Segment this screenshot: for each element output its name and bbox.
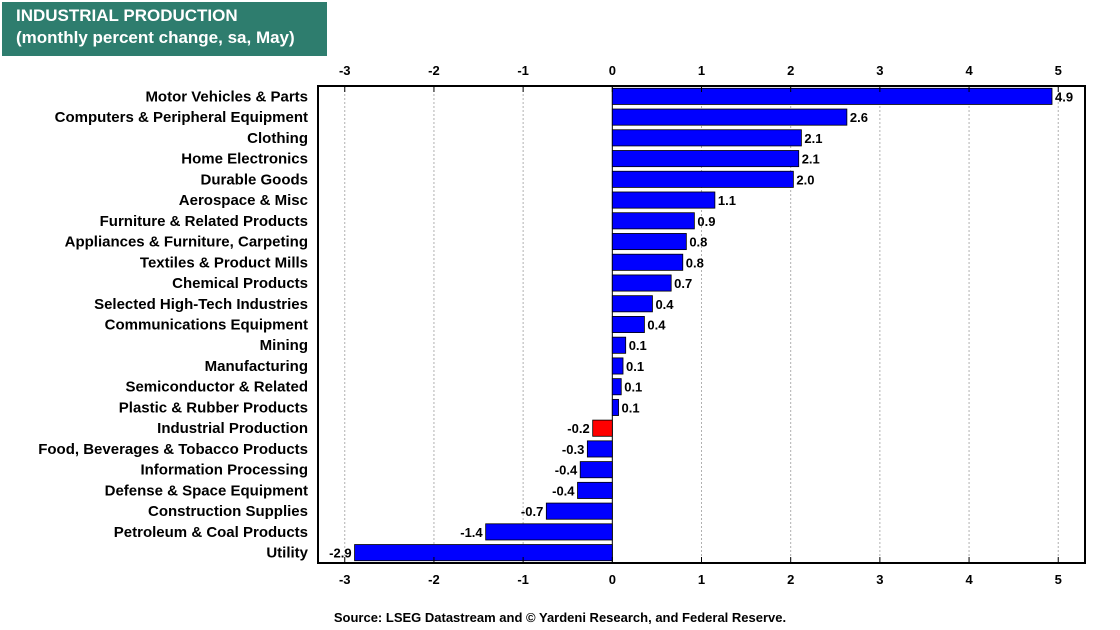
data-label: -0.2 xyxy=(567,421,589,436)
x-tick-label-top: 0 xyxy=(609,63,616,78)
category-label: Semiconductor & Related xyxy=(125,379,308,396)
bar xyxy=(611,150,800,168)
x-tick-label-top: -3 xyxy=(339,63,351,78)
x-tick-label-top: -1 xyxy=(517,63,529,78)
category-label: Petroleum & Coal Products xyxy=(114,524,308,541)
bar-series: 4.92.62.12.12.01.10.90.80.80.70.40.40.10… xyxy=(329,87,1073,562)
axis-ticks: -3 -3 -2 -2 -1 -1 0 0 1 1 2 2 3 3 4 4 5 5 xyxy=(339,63,1062,587)
bar xyxy=(611,295,653,313)
x-tick-label-bottom: 4 xyxy=(965,572,973,587)
bar xyxy=(592,419,613,437)
data-label: 0.4 xyxy=(655,297,674,312)
category-label: Furniture & Related Products xyxy=(100,213,308,230)
data-label: 2.0 xyxy=(796,172,814,187)
x-tick-label-top: 1 xyxy=(698,63,705,78)
bar xyxy=(577,481,613,499)
x-tick-label-bottom: -2 xyxy=(428,572,440,587)
bar xyxy=(611,253,684,271)
data-label: 2.1 xyxy=(804,131,822,146)
data-label: 0.8 xyxy=(689,235,707,250)
category-label: Clothing xyxy=(247,130,308,147)
data-label: -0.7 xyxy=(521,504,543,519)
bar xyxy=(611,274,672,292)
bar-chart: 4.92.62.12.12.01.10.90.80.80.70.40.40.10… xyxy=(38,63,1086,587)
category-label: Plastic & Rubber Products xyxy=(119,399,308,416)
bar xyxy=(611,233,687,251)
x-tick-label-top: -2 xyxy=(428,63,440,78)
category-label: Defense & Space Equipment xyxy=(105,482,308,499)
x-tick-label-bottom: 1 xyxy=(698,572,705,587)
x-tick-label-top: 4 xyxy=(965,63,973,78)
data-label: 0.1 xyxy=(622,400,640,415)
category-label: Home Electronics xyxy=(181,151,308,168)
data-label: 0.1 xyxy=(626,359,644,374)
data-label: -2.9 xyxy=(329,546,351,561)
bar xyxy=(611,170,794,188)
source-note: Source: LSEG Datastream and © Yardeni Re… xyxy=(333,610,787,625)
x-tick-label-bottom: 0 xyxy=(609,572,616,587)
data-label: 0.4 xyxy=(647,318,666,333)
category-label: Communications Equipment xyxy=(105,317,308,334)
data-label: 4.9 xyxy=(1055,89,1073,104)
category-label: Textiles & Product Mills xyxy=(140,254,308,271)
data-label: -0.4 xyxy=(555,463,578,478)
category-label: Aerospace & Misc xyxy=(179,192,308,209)
bar xyxy=(579,461,613,479)
x-tick-label-bottom: -3 xyxy=(339,572,351,587)
category-label: Chemical Products xyxy=(172,275,308,292)
bar xyxy=(485,523,613,541)
category-label: Construction Supplies xyxy=(148,503,308,520)
data-label: 0.1 xyxy=(629,338,647,353)
x-tick-label-bottom: 5 xyxy=(1055,572,1062,587)
bar xyxy=(545,502,613,520)
bar xyxy=(611,191,716,209)
bar xyxy=(611,336,627,354)
data-label: 0.7 xyxy=(674,276,692,291)
bar xyxy=(586,440,613,458)
bar xyxy=(611,212,695,230)
x-tick-label-top: 2 xyxy=(787,63,794,78)
x-tick-label-bottom: 3 xyxy=(876,572,883,587)
data-label: 2.6 xyxy=(850,110,868,125)
category-label: Information Processing xyxy=(140,462,308,479)
bar xyxy=(611,129,802,147)
data-label: 0.8 xyxy=(686,255,704,270)
data-label: 1.1 xyxy=(718,193,736,208)
category-label: Durable Goods xyxy=(200,171,308,188)
x-tick-label-top: 3 xyxy=(876,63,883,78)
category-label: Mining xyxy=(260,337,308,354)
x-tick-label-bottom: 2 xyxy=(787,572,794,587)
category-label: Computers & Peripheral Equipment xyxy=(55,109,308,126)
category-label: Food, Beverages & Tobacco Products xyxy=(38,441,308,458)
category-label: Manufacturing xyxy=(205,358,308,375)
bar xyxy=(611,316,645,333)
category-labels: Motor Vehicles & Parts Computers & Periph… xyxy=(38,88,308,561)
bar xyxy=(611,108,848,126)
chart-title-box: INDUSTRIAL PRODUCTION (monthly percent c… xyxy=(2,2,327,56)
bar xyxy=(354,544,613,562)
chart-title: INDUSTRIAL PRODUCTION xyxy=(16,6,238,25)
category-label: Selected High-Tech Industries xyxy=(94,296,308,313)
data-label: -0.4 xyxy=(552,483,575,498)
bar xyxy=(611,378,622,396)
data-label: -1.4 xyxy=(460,525,483,540)
category-label: Industrial Production xyxy=(157,420,308,437)
bar xyxy=(611,357,624,375)
chart-subtitle: (monthly percent change, sa, May) xyxy=(16,28,295,47)
data-label: 2.1 xyxy=(802,152,820,167)
category-label: Motor Vehicles & Parts xyxy=(145,88,308,105)
category-label: Appliances & Furniture, Carpeting xyxy=(65,234,308,251)
x-tick-label-bottom: -1 xyxy=(517,572,529,587)
bar xyxy=(611,87,1053,105)
bar xyxy=(611,398,619,416)
data-label: 0.9 xyxy=(697,214,715,229)
category-label: Utility xyxy=(266,545,308,562)
data-label: -0.3 xyxy=(562,442,584,457)
data-label: 0.1 xyxy=(624,380,642,395)
x-tick-label-top: 5 xyxy=(1055,63,1062,78)
